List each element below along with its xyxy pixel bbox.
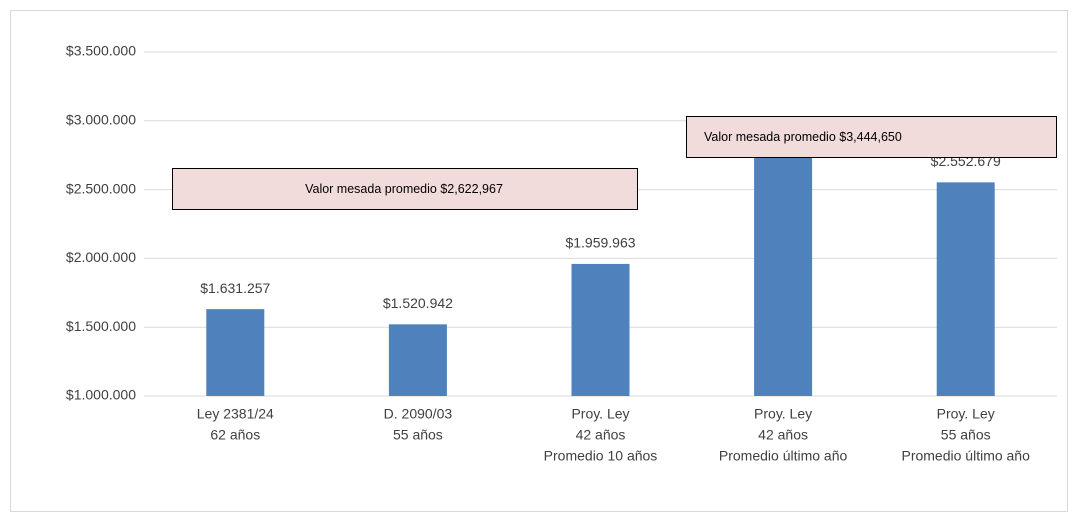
bar <box>388 324 447 396</box>
x-tick-label: 62 años <box>210 427 260 443</box>
value-label: $1.959.963 <box>565 235 635 251</box>
bar <box>206 309 265 396</box>
bar <box>936 182 995 396</box>
bar <box>754 146 813 396</box>
x-tick-label: Proy. Ley <box>571 406 629 422</box>
annotation: Valor mesada promedio $3,444,650 <box>704 130 902 144</box>
value-label: $1.631.257 <box>200 280 270 296</box>
x-tick-label: D. 2090/03 <box>384 406 453 422</box>
chart-border <box>10 10 1068 512</box>
y-tick-label: $1.500.000 <box>66 318 136 334</box>
x-tick-label: 55 años <box>393 427 443 443</box>
annotation-box <box>172 168 638 210</box>
bar <box>571 263 630 396</box>
x-tick-label: 42 años <box>576 427 626 443</box>
y-tick-label: $3.500.000 <box>66 43 136 59</box>
y-tick-label: $3.000.000 <box>66 112 136 128</box>
x-tick-label: Promedio último año <box>719 448 848 464</box>
y-tick-label: $2.500.000 <box>66 180 136 196</box>
annotation: Valor mesada promedio $2,622,967 <box>305 182 503 196</box>
y-tick-label: $1.000.000 <box>66 387 136 403</box>
x-tick-label: Promedio 10 años <box>544 448 658 464</box>
x-tick-label: Ley 2381/24 <box>197 406 274 422</box>
x-tick-label: Proy. Ley <box>937 406 995 422</box>
x-tick-label: 42 años <box>758 427 808 443</box>
x-tick-label: Proy. Ley <box>754 406 812 422</box>
x-tick-label: Promedio último año <box>901 448 1030 464</box>
x-tick-label: 55 años <box>941 427 991 443</box>
annotation-box <box>686 116 1057 158</box>
value-label: $1.520.942 <box>383 295 453 311</box>
y-tick-label: $2.000.000 <box>66 249 136 265</box>
